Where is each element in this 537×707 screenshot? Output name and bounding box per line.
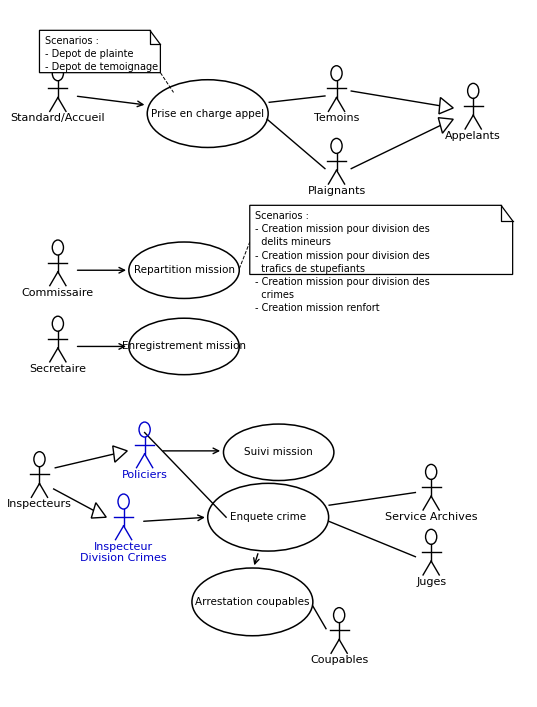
Text: Commissaire: Commissaire [22,288,94,298]
Text: Enquete crime: Enquete crime [230,512,306,522]
Text: Appelants: Appelants [445,131,501,141]
Text: Secretaire: Secretaire [30,364,86,374]
Text: Temoins: Temoins [314,113,359,123]
Text: Plaignants: Plaignants [307,186,366,196]
Text: Inspecteurs: Inspecteurs [7,499,72,509]
Polygon shape [39,30,161,73]
Text: Juges: Juges [416,577,446,587]
Text: Enregistrement mission: Enregistrement mission [122,341,246,351]
Text: Inspecteur
Division Crimes: Inspecteur Division Crimes [80,542,167,563]
Text: Policiers: Policiers [122,469,168,479]
Text: Arrestation coupables: Arrestation coupables [195,597,310,607]
Text: Scenarios :
- Creation mission pour division des
  delits mineurs
- Creation mis: Scenarios : - Creation mission pour divi… [255,211,430,313]
Text: Standard/Accueil: Standard/Accueil [11,113,105,123]
Polygon shape [439,98,453,114]
Polygon shape [113,446,127,462]
Text: Coupables: Coupables [310,655,368,665]
Text: Scenarios :
- Depot de plainte
- Depot de temoignage: Scenarios : - Depot de plainte - Depot d… [45,36,158,72]
Polygon shape [250,205,513,274]
Text: Prise en charge appel: Prise en charge appel [151,109,264,119]
Text: Service Archives: Service Archives [385,512,477,522]
Text: Repartition mission: Repartition mission [134,265,235,275]
Polygon shape [91,503,106,518]
Polygon shape [438,117,453,133]
Text: Suivi mission: Suivi mission [244,448,313,457]
